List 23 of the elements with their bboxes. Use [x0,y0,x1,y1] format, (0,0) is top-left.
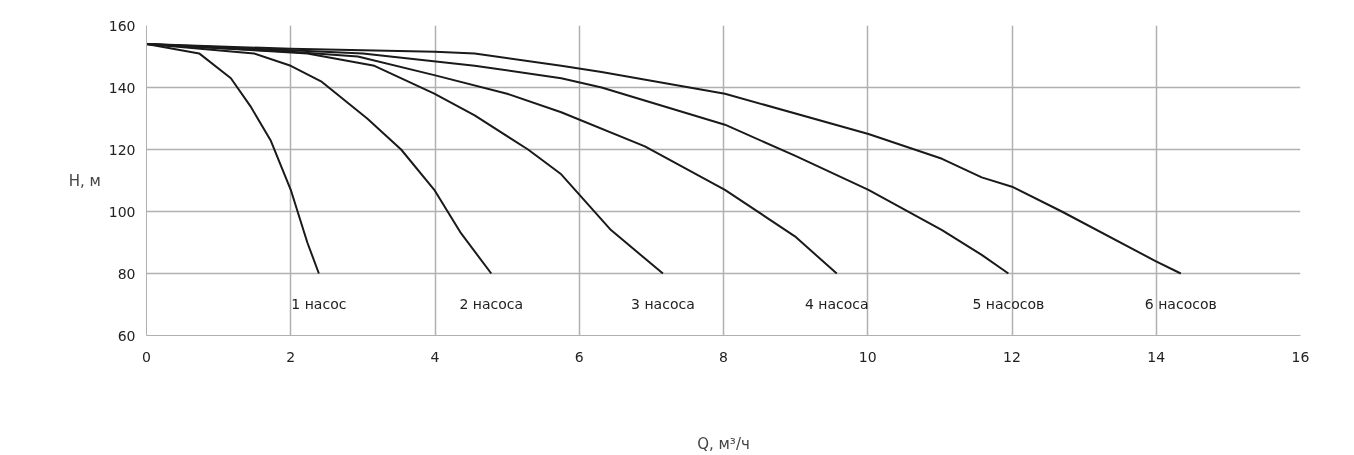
text: 2 насоса [459,295,524,312]
x-tick-label: 10 [858,348,877,365]
text: 3 насоса [631,295,695,312]
x-tick-label: 14 [1147,348,1166,365]
text: 5 насосов [972,295,1045,312]
y-axis-title: H, м [68,171,101,190]
y-tick-label: 60 [117,327,136,344]
x-tick-label: 8 [719,348,728,365]
x-tick-label: 2 [286,348,296,365]
y-tick-label: 160 [108,17,136,34]
x-tick-label: 16 [1291,348,1310,365]
y-tick-label: 80 [117,265,136,282]
text: 6 насосов [1144,295,1217,312]
x-tick-label: 0 [142,348,151,365]
text: 4 насоса [804,295,869,312]
x-tick-label: 12 [1003,348,1021,365]
x-axis-title: Q, м³/ч [697,434,750,453]
x-tick-label: 4 [430,348,440,365]
y-tick-label: 140 [108,79,136,96]
y-tick-label: 100 [108,203,136,220]
x-tick-label: 6 [574,348,584,365]
y-tick-label: 120 [108,141,136,158]
text: 1 насос [291,295,347,312]
